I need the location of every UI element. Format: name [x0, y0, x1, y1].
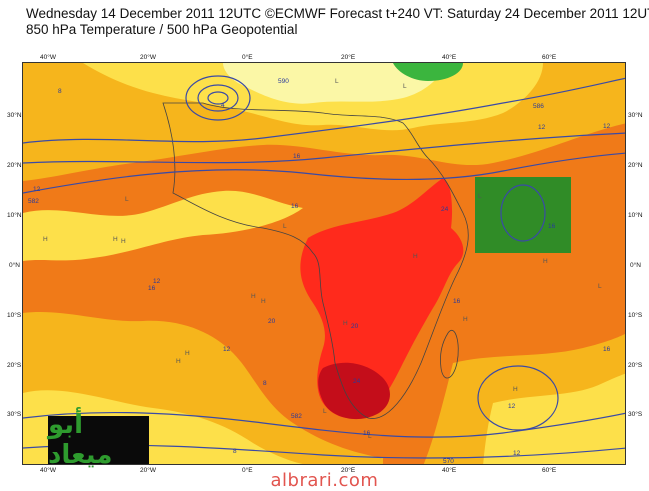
contour-label: 24 [353, 378, 361, 385]
coastline-africa [162, 102, 469, 419]
watermark: albrari.com [270, 470, 379, 491]
contour-label: 12 [153, 278, 161, 285]
axis-top-label: 20°W [140, 54, 156, 61]
contour-label: 8 [58, 88, 62, 95]
contour-label: 590 [278, 78, 289, 85]
axis-left-label: 0°N [9, 262, 20, 269]
geopotential-contour [500, 184, 546, 242]
high-pressure-mark: H [176, 358, 181, 365]
low-pressure-mark: L [125, 196, 129, 203]
axis-top-label: 0°E [242, 54, 253, 61]
highlight-green-box [475, 177, 571, 253]
temp-field-pale-sahara [223, 63, 443, 104]
temp-field-pale-atlantic [23, 190, 303, 261]
high-pressure-mark: H [463, 316, 468, 323]
high-pressure-mark: H [261, 298, 266, 305]
axis-right-label: 20°S [628, 362, 643, 369]
axis-left-label: 10°N [7, 212, 22, 219]
axis-left-label: 20°S [7, 362, 22, 369]
coastline-madagascar [440, 330, 459, 379]
temp-field-very-warm-south [318, 362, 390, 420]
low-pressure-mark: L [335, 78, 339, 85]
axis-right-label: 30°N [628, 112, 643, 119]
contour-label: 8 [233, 448, 237, 455]
contour-label: 16 [291, 203, 299, 210]
contour-label: 16 [548, 223, 556, 230]
geopotential-contour [23, 132, 625, 164]
axis-right-label: 10°N [628, 212, 643, 219]
high-pressure-mark: H [251, 293, 256, 300]
axis-top-label: 40°E [442, 54, 457, 61]
chart-header: Wednesday 14 December 2011 12UTC ©ECMWF … [26, 6, 649, 38]
axis-top-label: 20°E [341, 54, 356, 61]
axis-bottom-label: 0°E [242, 467, 253, 474]
geopotential-contour [185, 75, 251, 121]
axis-left-label: 20°N [7, 162, 22, 169]
contour-label: 8 [263, 380, 267, 387]
temp-field-hot-africa [300, 178, 464, 419]
contour-label: 12 [223, 346, 231, 353]
low-pressure-mark: L [323, 408, 327, 415]
contour-label: 24 [441, 206, 449, 213]
high-pressure-mark: H [513, 386, 518, 393]
axis-left-label: 30°N [7, 112, 22, 119]
low-pressure-mark: L [403, 83, 407, 90]
axis-bottom-label: 20°E [341, 467, 356, 474]
axis-top-label: 40°W [40, 54, 56, 61]
high-pressure-mark: H [343, 320, 348, 327]
contour-label: 20 [268, 318, 276, 325]
contour-label: 12 [538, 124, 546, 131]
axis-bottom-label: 40°W [40, 467, 56, 474]
contour-label: 16 [293, 153, 301, 160]
axis-right-label: 10°S [628, 312, 643, 319]
low-pressure-mark: L [283, 223, 287, 230]
contour-label: 12 [603, 123, 611, 130]
axis-right-label: 30°S [628, 411, 643, 418]
contour-label: 570 [443, 458, 454, 465]
high-pressure-mark: H [185, 350, 190, 357]
high-pressure-mark: H [413, 253, 418, 260]
axis-bottom-label: 40°E [442, 467, 457, 474]
temp-field-cool-indian [483, 373, 625, 464]
low-pressure-mark: L [598, 283, 602, 290]
contour-label: 582 [291, 413, 302, 420]
high-pressure-mark: H [543, 258, 548, 265]
axis-right-label: 0°N [630, 262, 641, 269]
high-pressure-mark: H [121, 238, 126, 245]
forecast-map: 12 12 16 16 20 20 24 24 16 12 12 8 8 16 … [22, 62, 626, 465]
low-pressure-mark: L [478, 193, 482, 200]
logo-box: أبو ميعاد [48, 410, 149, 470]
high-pressure-mark: H [43, 236, 48, 243]
axis-bottom-label: 20°W [140, 467, 156, 474]
contour-label: 16 [453, 298, 461, 305]
axis-left-label: 30°S [7, 411, 22, 418]
axis-top-label: 60°E [542, 54, 557, 61]
high-pressure-mark: H [113, 236, 118, 243]
temperature-map-svg: 12 12 16 16 20 20 24 24 16 12 12 8 8 16 … [23, 63, 625, 465]
geopotential-contour [23, 77, 625, 144]
geopotential-contour [23, 152, 625, 194]
geopotential-contour [477, 365, 559, 431]
axis-left-label: 10°S [7, 312, 22, 319]
contour-label: 16 [603, 346, 611, 353]
contour-label: 4 [221, 102, 225, 109]
axis-right-label: 20°N [628, 162, 643, 169]
geopotential-contour [197, 84, 239, 112]
logo-text: أبو ميعاد [48, 410, 113, 470]
contour-label: 16 [148, 285, 156, 292]
header-line-2: 850 hPa Temperature / 500 hPa Geopotenti… [26, 22, 298, 37]
axis-bottom-label: 60°E [542, 467, 557, 474]
contour-label: 586 [533, 103, 544, 110]
contour-label: 12 [33, 186, 41, 193]
contour-label: 20 [351, 323, 359, 330]
temp-field-green-top [393, 63, 463, 81]
contour-label: 12 [513, 450, 521, 457]
geopotential-contour [23, 411, 625, 438]
contour-label: 16 [363, 430, 371, 437]
contour-label: 12 [508, 403, 516, 410]
contour-label: 582 [28, 198, 39, 205]
geopotential-contour [207, 91, 229, 105]
low-pressure-mark: L [368, 433, 372, 440]
header-line-1: Wednesday 14 December 2011 12UTC ©ECMWF … [26, 6, 649, 21]
